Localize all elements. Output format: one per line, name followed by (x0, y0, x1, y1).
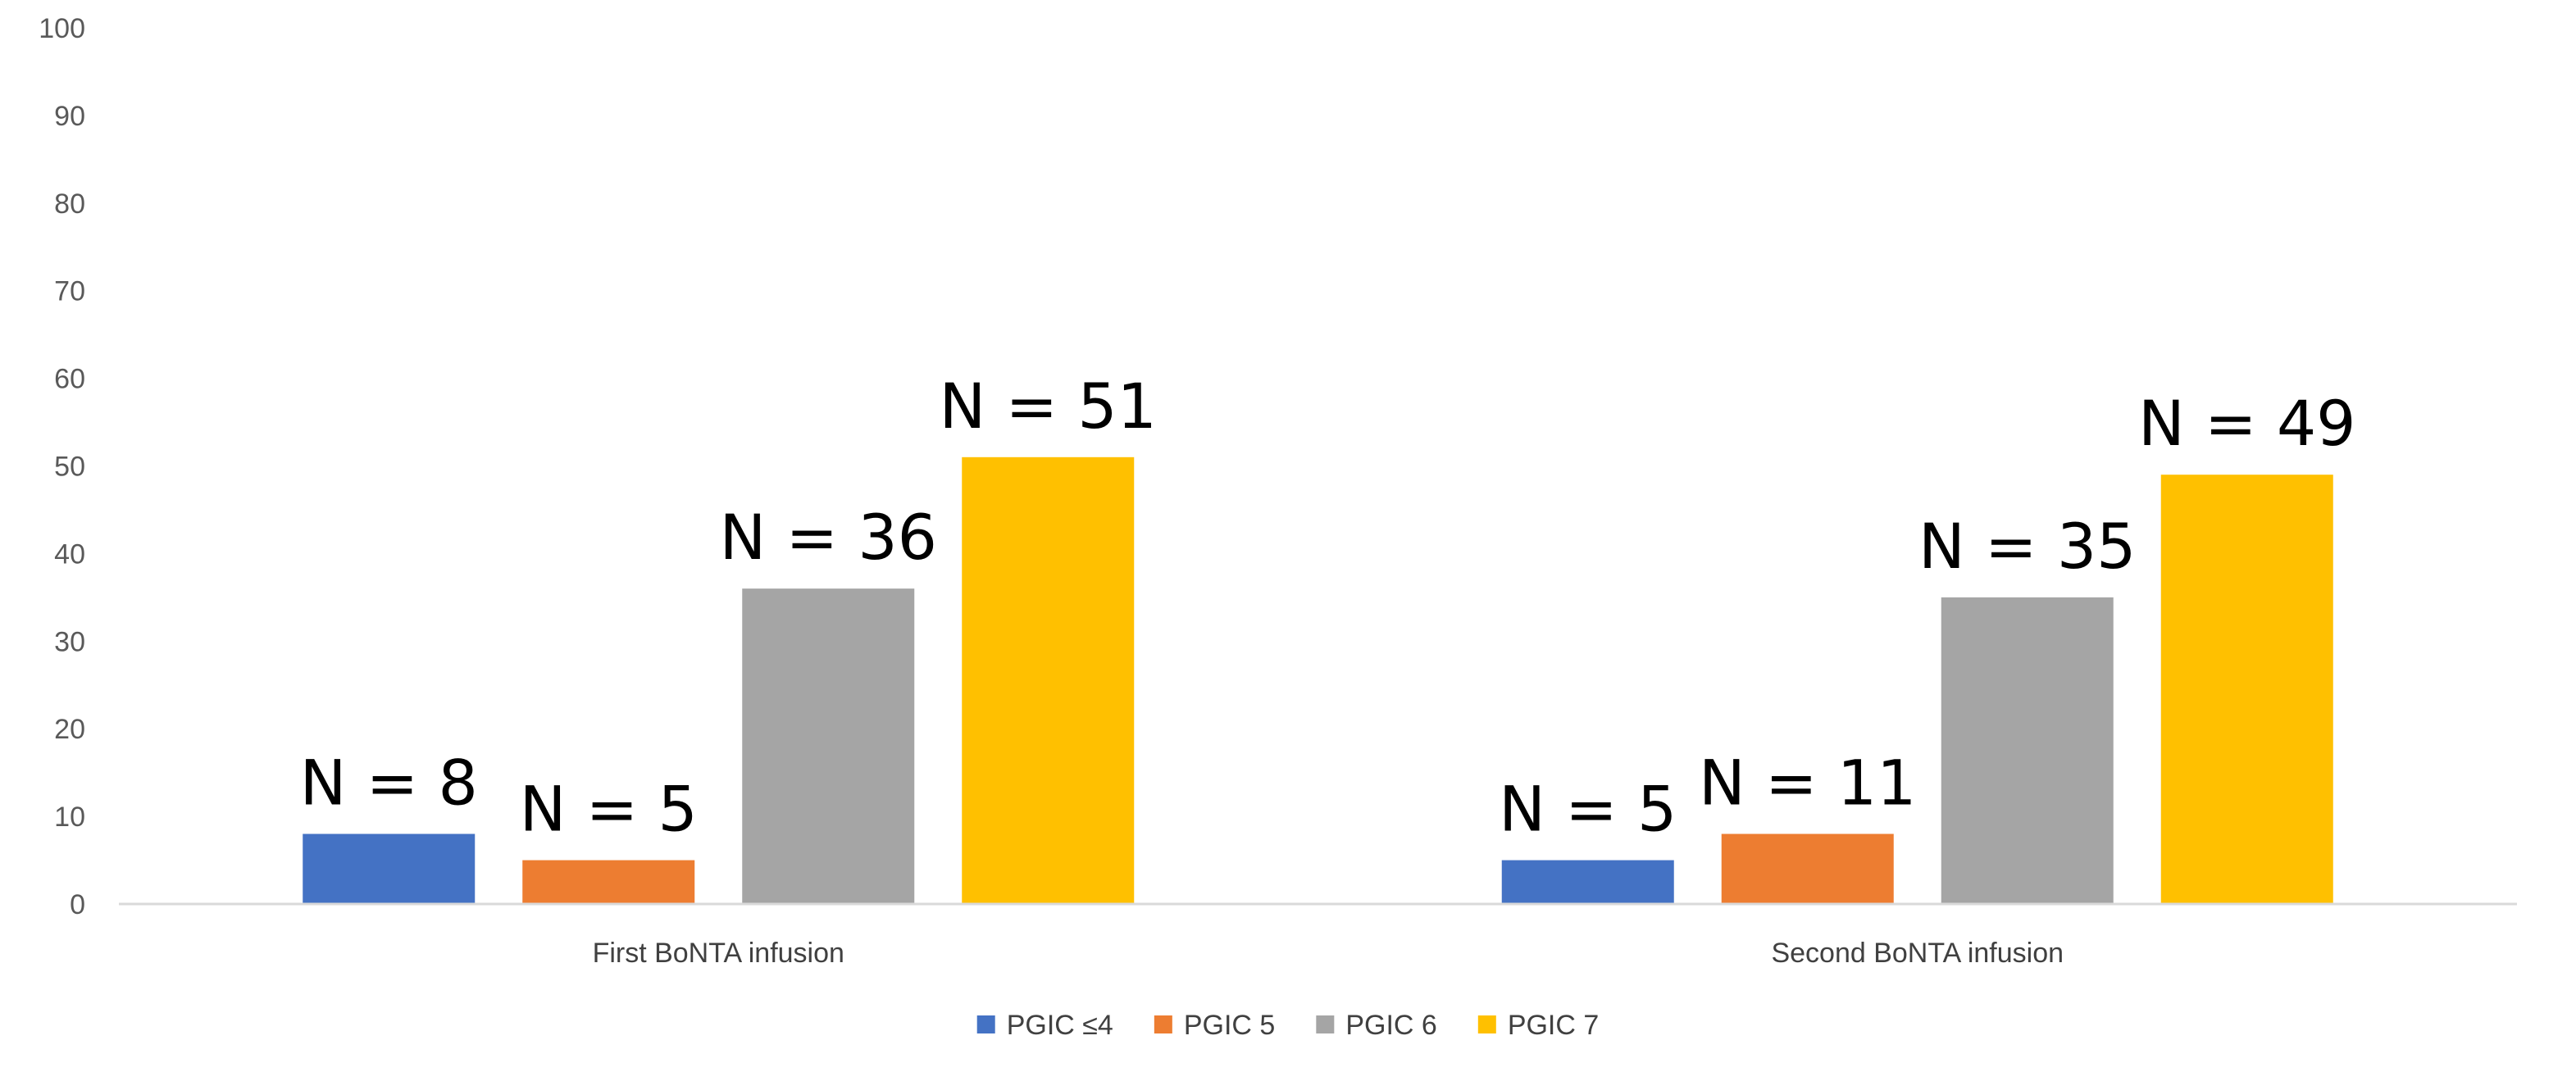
y-tick-label: 50 (54, 452, 85, 483)
legend-swatch (976, 1015, 995, 1033)
bar-value-label: N = 49 (2138, 387, 2356, 460)
bar (962, 457, 1135, 904)
category-label: Second BoNTA infusion (1771, 938, 2064, 969)
y-tick-label: 100 (39, 13, 85, 44)
y-tick-label: 20 (54, 714, 85, 745)
legend-item: PGIC 7 (1477, 1010, 1599, 1041)
legend-label: PGIC 6 (1345, 1010, 1436, 1041)
bar-value-label: N = 11 (1699, 746, 1917, 819)
legend-item: PGIC ≤4 (976, 1010, 1113, 1041)
bar-value-label: N = 5 (1499, 773, 1677, 846)
bar (1501, 860, 1674, 904)
bar (1721, 834, 1894, 904)
y-axis-ticks: 0 10 20 30 40 50 60 70 80 90 100 (39, 13, 85, 920)
legend-swatch (1154, 1015, 1172, 1033)
y-tick-label: 90 (54, 101, 85, 132)
data-labels: N = 8 N = 5 N = 36N = 51 N = 5 N = 11 N = 35N… (300, 370, 2356, 846)
bar (1941, 597, 2114, 904)
y-tick-label: 0 (70, 889, 85, 920)
bar (303, 834, 476, 904)
bar-value-label: N = 8 (300, 746, 478, 819)
bar (522, 860, 695, 904)
bar-value-label: N = 36 (719, 501, 937, 574)
y-tick-label: 80 (54, 189, 85, 220)
y-tick-label: 10 (54, 802, 85, 833)
legend-item: PGIC 6 (1316, 1010, 1437, 1041)
bars (303, 457, 2333, 904)
bar-value-label: N = 5 (520, 773, 698, 846)
legend-item: PGIC 5 (1154, 1010, 1275, 1041)
category-label: First BoNTA infusion (593, 938, 844, 969)
legend-label: PGIC ≤4 (1007, 1010, 1113, 1041)
legend-label: PGIC 7 (1508, 1010, 1599, 1041)
category-labels: First BoNTA infusion Second BoNTA infusio… (593, 938, 2064, 969)
bar-value-label: N = 35 (1918, 510, 2137, 583)
bar-value-label: N = 51 (939, 370, 1157, 443)
y-tick-label: 30 (54, 626, 85, 657)
legend-label: PGIC 5 (1184, 1010, 1275, 1041)
legend: PGIC ≤4 PGIC 5 PGIC 6 PGIC 7 (976, 1010, 1599, 1041)
y-tick-label: 70 (54, 276, 85, 307)
legend-swatch (1316, 1015, 1335, 1033)
y-tick-label: 60 (54, 364, 85, 395)
bar (742, 588, 915, 904)
bar (2160, 475, 2333, 904)
y-tick-label: 40 (54, 538, 85, 570)
legend-swatch (1477, 1015, 1496, 1033)
